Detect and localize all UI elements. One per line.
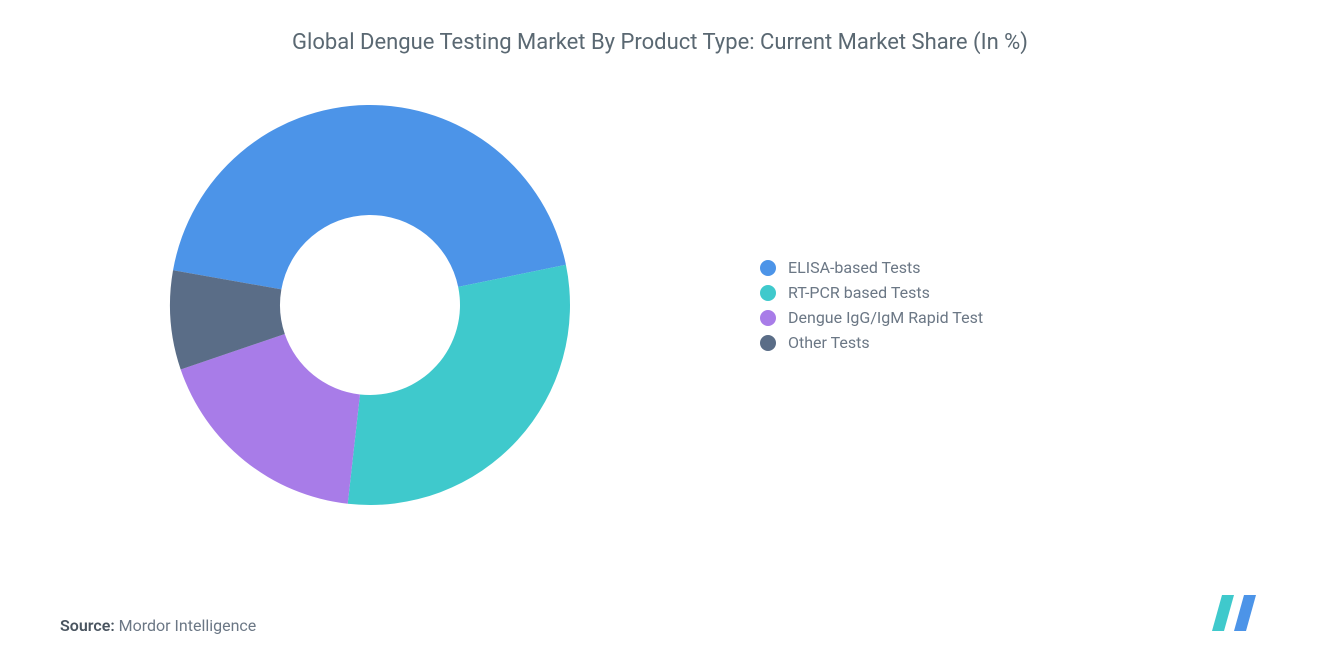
brand-logo	[1210, 595, 1270, 635]
legend-label: Dengue IgG/IgM Rapid Test	[788, 308, 983, 327]
source-attribution: Source: Mordor Intelligence	[60, 616, 256, 635]
logo-icon	[1210, 595, 1270, 631]
source-label: Source:	[60, 616, 115, 635]
legend: ELISA-based Tests RT-PCR based Tests Dengu…	[680, 252, 1260, 358]
legend-item: Other Tests	[760, 333, 1260, 352]
legend-swatch	[760, 335, 776, 351]
donut-slice	[173, 105, 566, 289]
donut-slice	[348, 265, 570, 505]
legend-item: ELISA-based Tests	[760, 258, 1260, 277]
donut-cell	[60, 95, 680, 515]
legend-swatch	[760, 260, 776, 276]
legend-label: Other Tests	[788, 333, 870, 352]
chart-title: Global Dengue Testing Market By Product …	[60, 30, 1260, 55]
source-name: Mordor Intelligence	[119, 616, 257, 635]
legend-item: RT-PCR based Tests	[760, 283, 1260, 302]
legend-item: Dengue IgG/IgM Rapid Test	[760, 308, 1260, 327]
donut-chart	[160, 95, 580, 515]
legend-swatch	[760, 285, 776, 301]
legend-swatch	[760, 310, 776, 326]
chart-row: ELISA-based Tests RT-PCR based Tests Dengu…	[60, 95, 1260, 515]
legend-label: ELISA-based Tests	[788, 258, 921, 277]
legend-label: RT-PCR based Tests	[788, 283, 930, 302]
chart-container: Global Dengue Testing Market By Product …	[0, 0, 1320, 665]
